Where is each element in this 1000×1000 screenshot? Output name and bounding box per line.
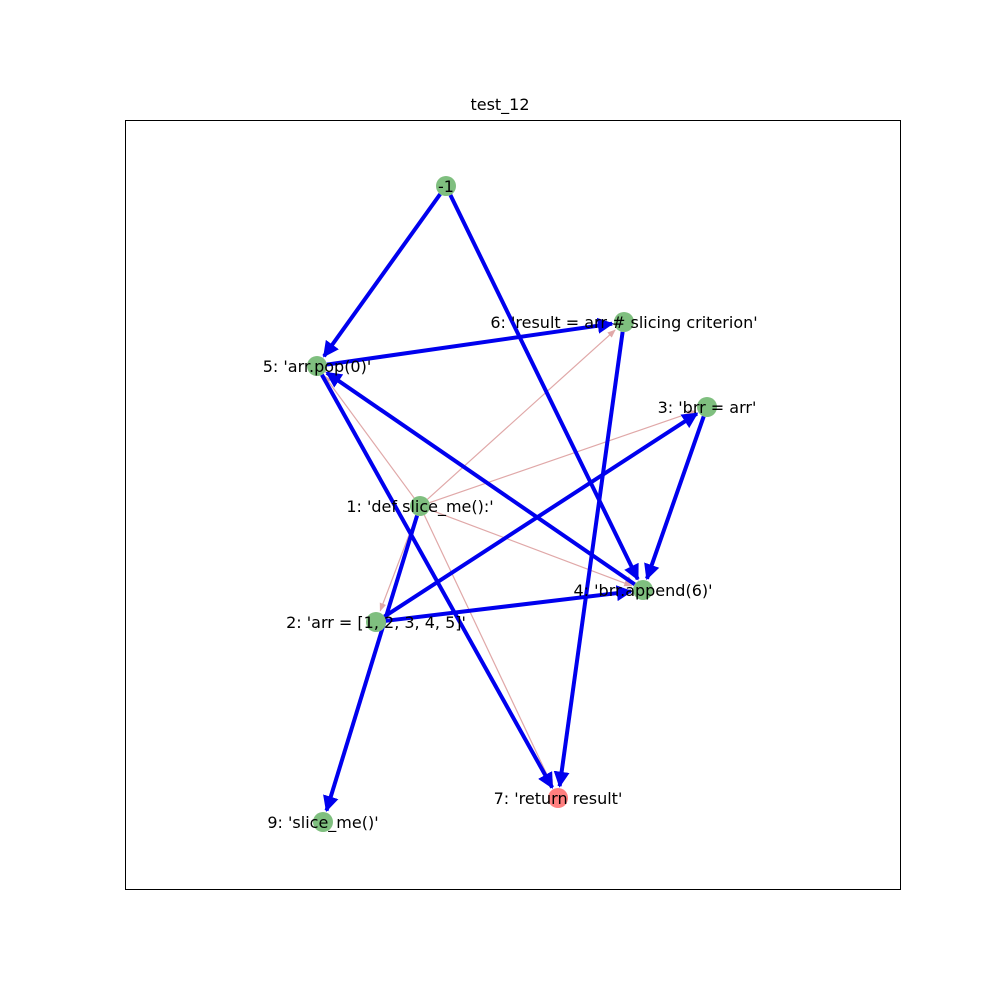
node-label-n4: 4: 'brr.append(6)' [573,581,712,600]
control-edge-n2-to-n3 [383,411,699,619]
node-label-n5: 5: 'arr.pop(0)' [263,357,372,376]
data-edges [323,329,697,788]
node-label-n2: 2: 'arr = [1, 2, 3, 4, 5]' [286,613,466,632]
data-edge-n1-to-n7 [423,514,554,788]
node-n9 [313,812,333,832]
plot-frame [125,120,901,890]
node-label-n3: 3: 'brr = arr' [658,398,757,417]
node-n1 [410,496,430,516]
data-edge-n1-to-n5 [323,374,415,499]
node-n5 [307,356,327,376]
figure-title: test_12 [470,95,530,114]
node-label-n-1: -1 [438,177,454,196]
control-edge-n1-to-n9 [323,514,419,813]
node-label-n1: 1: 'def slice_me():' [346,497,493,517]
node-n3 [697,397,717,417]
control-edge-n4-to-n5 [325,371,636,586]
data-edge-n1-to-n4 [429,508,633,587]
node-n2 [366,612,386,632]
control-edge-n6-to-n7 [553,331,625,788]
nodes [307,176,717,832]
node-label-n6: 6: 'result = arr # slicing criterion' [490,313,757,332]
control-edge-n-1-to-n4 [448,194,640,581]
control-edge-n-1-to-n5 [322,192,442,358]
control-edges [320,192,706,813]
node-n-1 [436,176,456,196]
control-edge-n5-to-n6 [326,317,614,367]
control-edge-n3-to-n4 [644,415,706,581]
node-label-n9: 9: 'slice_me()' [267,813,378,833]
node-n4 [633,580,653,600]
data-edge-n1-to-n6 [427,329,616,500]
node-n7 [548,788,568,808]
control-edge-n2-to-n4 [385,585,633,623]
node-n6 [614,312,634,332]
node-labels: -1 1: 'def slice_me():' 2: 'arr = [1, 2, 3… [263,177,758,833]
node-label-n7: 7: 'return result' [494,789,623,808]
data-edge-n1-to-n3 [429,410,697,504]
